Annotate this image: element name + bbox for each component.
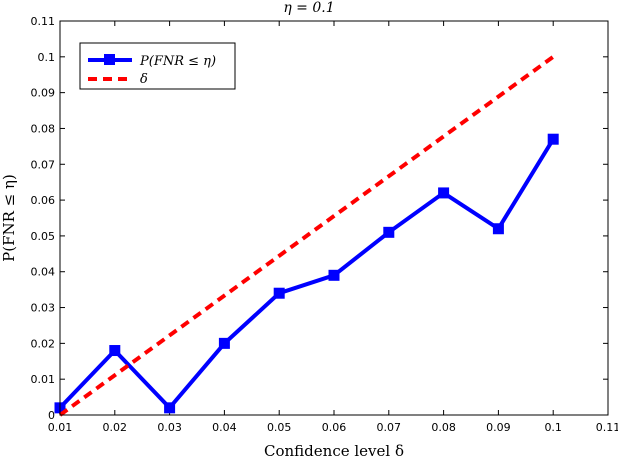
y-tick-label: 0.07 xyxy=(31,158,56,171)
x-tick-label: 0.11 xyxy=(596,421,618,434)
y-tick-label: 0.01 xyxy=(31,373,56,386)
y-axis-ticks: 0 0.01 0.02 0.03 0.04 0.05 0.06 0.07 0.08 0.09 0.1… xyxy=(31,15,608,422)
chart-title: η = 0.1 xyxy=(283,0,334,16)
x-tick-label: 0.1 xyxy=(544,421,562,434)
x-tick-label: 0.04 xyxy=(212,421,237,434)
data-point-0-2 xyxy=(164,402,176,414)
legend-marker-series-0 xyxy=(104,54,115,65)
x-axis-ticks: 0.01 0.02 0.03 0.04 0.05 0.06 0.07 0.08 0.09 0.1 0… xyxy=(48,21,618,434)
legend-box xyxy=(79,42,236,90)
data-point-0-7 xyxy=(438,187,450,199)
y-tick-label: 0.03 xyxy=(31,302,56,315)
x-tick-label: 0.03 xyxy=(157,421,182,434)
series-line-0 xyxy=(58,138,555,411)
y-tick-label: 0.09 xyxy=(31,87,56,100)
x-tick-label: 0.09 xyxy=(486,421,511,434)
data-point-0-4 xyxy=(273,287,285,299)
y-tick-label: 0.11 xyxy=(31,15,56,28)
y-tick-label: 0.08 xyxy=(31,122,56,135)
y-tick-label: 0.06 xyxy=(31,194,56,207)
y-tick-label: 0 xyxy=(48,409,55,422)
x-tick-label: 0.07 xyxy=(377,421,402,434)
data-point-0-5 xyxy=(328,269,340,281)
plot-frame xyxy=(59,20,609,416)
legend: P(FNR ≤ η) δ xyxy=(79,42,236,90)
data-point-0-3 xyxy=(218,337,230,349)
x-tick-label: 0.02 xyxy=(103,421,128,434)
y-tick-label: 0.05 xyxy=(31,230,56,243)
data-point-0-6 xyxy=(383,226,395,238)
data-point-0-8 xyxy=(492,223,504,235)
y-axis-label: P(FNR ≤ η) xyxy=(0,174,18,262)
series-layer xyxy=(54,55,559,417)
x-axis-label: Confidence level δ xyxy=(264,442,404,458)
data-point-0-9 xyxy=(547,133,559,145)
data-point-0-1 xyxy=(109,345,121,357)
x-tick-label: 0.01 xyxy=(48,421,73,434)
y-tick-label: 0.1 xyxy=(38,51,56,64)
x-tick-label: 0.08 xyxy=(431,421,456,434)
series-line-1 xyxy=(58,55,555,417)
x-tick-label: 0.05 xyxy=(267,421,292,434)
y-tick-label: 0.04 xyxy=(31,266,56,279)
legend-label-series-0: P(FNR ≤ η) xyxy=(139,54,216,69)
legend-label-series-1: δ xyxy=(140,72,148,87)
y-tick-label: 0.02 xyxy=(31,337,56,350)
x-tick-label: 0.06 xyxy=(322,421,347,434)
